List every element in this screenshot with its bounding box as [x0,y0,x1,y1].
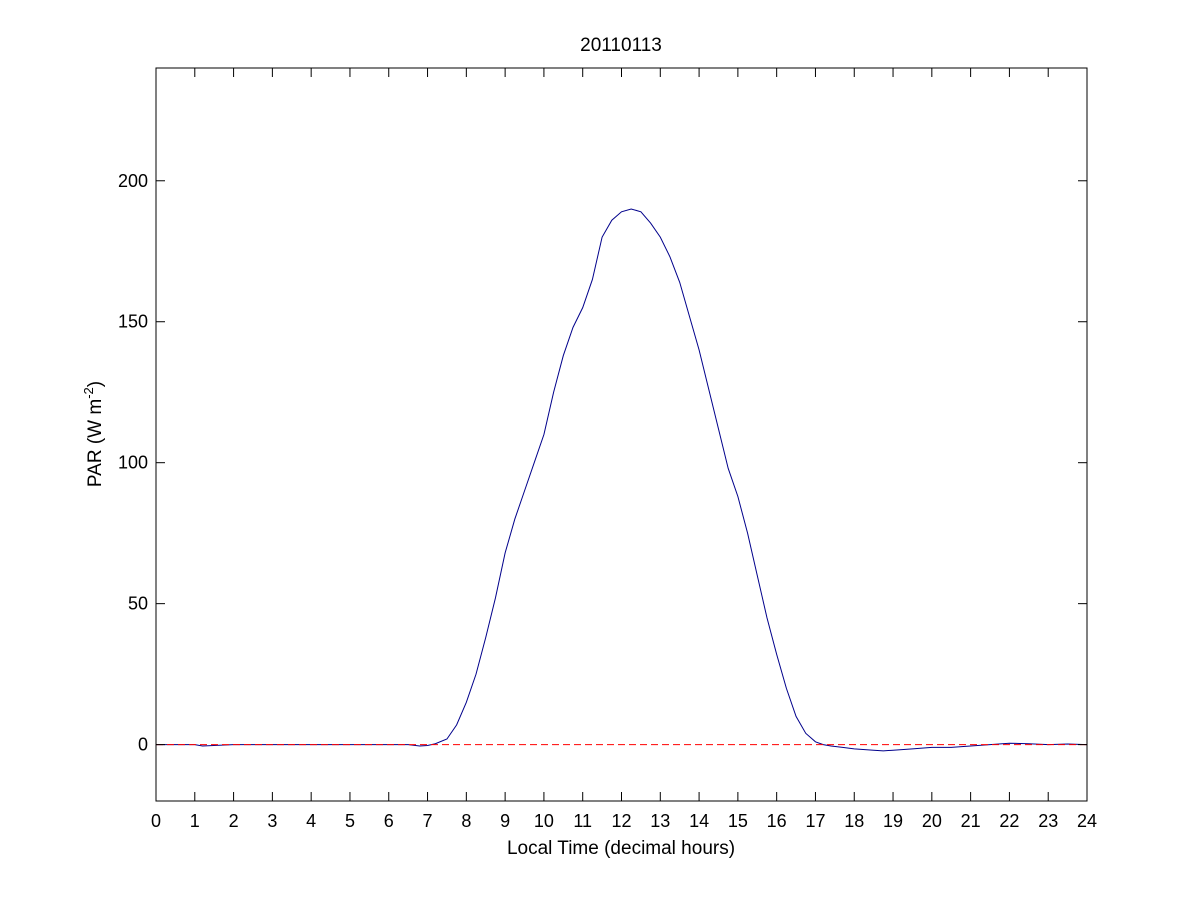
y-axis-label-exponent: -2 [81,387,96,399]
x-tick-label: 17 [805,811,825,831]
y-axis-label: PAR (W m-2) [81,381,106,487]
x-tick-label: 10 [534,811,554,831]
par-series-line [156,208,1088,752]
x-axis-label: Local Time (decimal hours) [507,838,735,859]
x-tick-label: 20 [922,811,942,831]
x-tick-label: 23 [1038,811,1058,831]
y-axis-label-base: PAR (W m [85,399,106,487]
x-tick-label: 11 [573,811,592,831]
y-tick-label: 0 [138,735,148,755]
y-tick-label: 50 [128,594,148,614]
y-tick-label: 200 [118,171,148,191]
x-tick-label: 21 [961,811,981,831]
x-tick-label: 18 [844,811,864,831]
x-tick-label: 1 [190,811,200,831]
x-tick-label: 3 [267,811,277,831]
plot-area [156,68,1087,801]
x-tick-label: 19 [883,811,903,831]
x-tick-label: 14 [689,811,709,831]
chart-title: 20110113 [580,35,662,56]
y-axis-label-close: ) [85,381,106,387]
x-tick-label: 8 [461,811,471,831]
x-tick-label: 7 [423,811,433,831]
y-tick-label: 100 [118,453,148,473]
x-tick-label: 9 [500,811,510,831]
x-tick-label: 22 [999,811,1019,831]
x-tick-label: 12 [611,811,631,831]
x-tick-label: 0 [151,811,161,831]
x-axis-ticks: 0 1 2 3 4 5 6 7 8 9 10 11 12 13 14 15 16 17 18 19 20 21 22 23 24 [151,68,1097,831]
series-layer [156,208,1088,752]
x-tick-label: 15 [728,811,748,831]
x-tick-label: 4 [306,811,316,831]
y-tick-label: 150 [118,312,148,332]
x-tick-label: 6 [384,811,394,831]
x-tick-label: 2 [229,811,239,831]
x-tick-label: 16 [767,811,787,831]
y-axis-ticks: 0 50 100 150 200 [118,171,1087,755]
x-tick-label: 5 [345,811,355,831]
x-tick-label: 13 [650,811,670,831]
x-tick-label: 24 [1077,811,1097,831]
